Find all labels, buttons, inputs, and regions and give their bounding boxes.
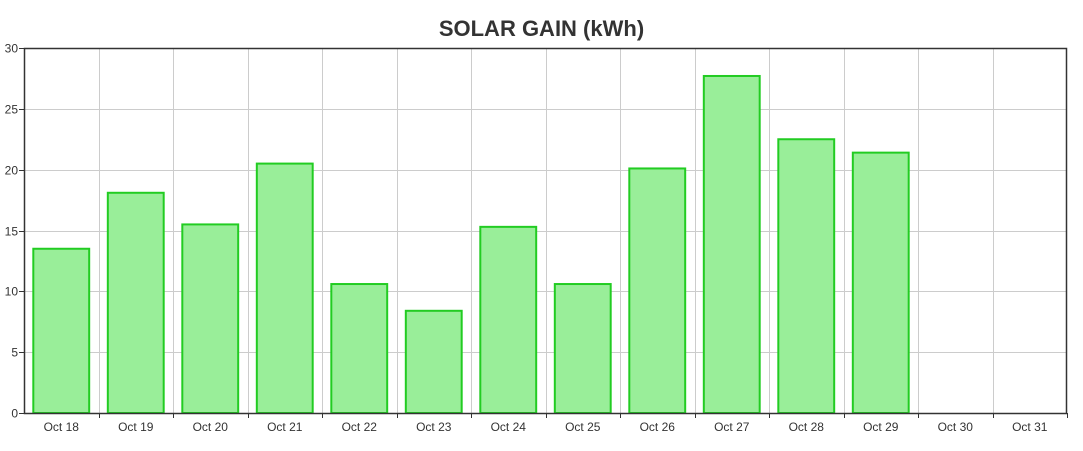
y-tick-label: 0 (11, 407, 18, 421)
axes (23, 47, 1068, 418)
x-tick-label: Oct 29 (863, 420, 899, 434)
bar (181, 223, 240, 414)
x-tick-label: Oct 31 (1012, 420, 1048, 434)
tick-labels: 0 5 10 15 20 25 30 Oct 18 Oct 19 Oct 20 Oct 21 Oct … (5, 42, 1048, 435)
y-tick-label: 25 (5, 103, 19, 117)
x-tick-label: Oct 21 (267, 420, 303, 434)
bar (702, 74, 761, 414)
bar (479, 225, 538, 414)
bar (106, 191, 165, 414)
plot-frame (23, 47, 1068, 415)
x-tick-label: Oct 24 (491, 420, 527, 434)
x-tick-label: Oct 28 (789, 420, 825, 434)
chart-title: SOLAR GAIN (kWh) (438, 16, 645, 41)
grid-lines (19, 48, 1067, 414)
y-tick-label: 20 (5, 164, 19, 178)
x-tick-label: Oct 25 (565, 420, 601, 434)
bar (404, 309, 463, 414)
y-tick-label: 30 (5, 42, 19, 56)
bar (851, 151, 910, 414)
x-tick-label: Oct 18 (44, 420, 80, 434)
x-tick-label: Oct 23 (416, 420, 452, 434)
y-tick-label: 5 (11, 346, 18, 360)
x-tick-label: Oct 27 (714, 420, 750, 434)
y-tick-label: 15 (5, 225, 19, 239)
bar (777, 138, 836, 414)
bar (32, 247, 91, 414)
bar (553, 283, 612, 414)
x-tick-label: Oct 26 (640, 420, 676, 434)
x-tick-label: Oct 19 (118, 420, 154, 434)
x-tick-label: Oct 20 (193, 420, 229, 434)
bars (32, 74, 910, 414)
x-tick-label: Oct 30 (938, 420, 974, 434)
y-tick-label: 10 (5, 285, 19, 299)
bar (628, 167, 687, 414)
x-tick-label: Oct 22 (342, 420, 378, 434)
bar (255, 162, 314, 414)
bar (330, 283, 389, 414)
